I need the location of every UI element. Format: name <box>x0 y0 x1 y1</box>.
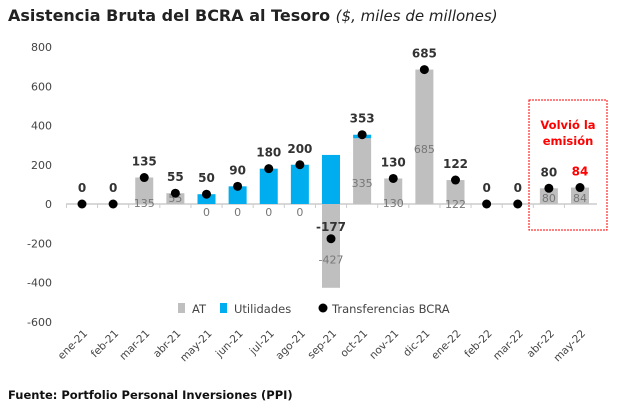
transferencia-dot <box>575 183 585 193</box>
bar-at <box>384 178 403 204</box>
bar-utilidades <box>228 186 247 204</box>
transferencia-data-label: 0 <box>514 181 522 195</box>
x-tick-label: feb-22 <box>462 328 495 361</box>
bar-at <box>571 187 589 204</box>
transferencia-dot <box>264 164 274 174</box>
x-tick-label: jul-21 <box>247 328 277 358</box>
x-tick-label: ago-21 <box>273 328 308 363</box>
bar-at <box>539 188 558 204</box>
transferencia-data-label: 685 <box>412 47 437 61</box>
y-tick-label: -400 <box>27 277 52 290</box>
y-tick-label: 0 <box>45 198 52 211</box>
transferencia-dot <box>388 173 398 183</box>
bar-at <box>135 177 154 204</box>
transferencia-data-label: 180 <box>256 146 281 160</box>
y-tick-label: 800 <box>31 41 52 54</box>
at-data-label: 84 <box>573 192 587 205</box>
at-data-label: 122 <box>445 198 466 211</box>
transferencia-dot <box>233 181 243 191</box>
transferencia-data-label: 84 <box>572 165 589 179</box>
y-tick-label: -600 <box>27 316 52 329</box>
bar-at <box>353 138 372 204</box>
at-data-label: 0 <box>203 206 210 219</box>
at-data-label: 335 <box>352 177 373 190</box>
chart-title: Asistencia Bruta del BCRA al Tesoro ($, … <box>8 6 498 25</box>
at-data-label: 685 <box>414 143 435 156</box>
transferencia-dot <box>544 183 554 193</box>
bar-utilidades <box>322 154 340 204</box>
bar-utilidades <box>259 168 278 204</box>
transferencia-data-label: 0 <box>109 181 117 195</box>
transferencia-data-label: 122 <box>443 157 468 171</box>
legend-label: Utilidades <box>234 302 291 316</box>
x-tick-label: mar-21 <box>117 328 152 363</box>
transferencia-dot <box>295 160 305 170</box>
transferencia-dot <box>202 189 211 199</box>
transferencia-data-label: 200 <box>287 142 312 156</box>
y-tick-label: 400 <box>31 120 52 133</box>
at-data-label: 0 <box>296 206 303 219</box>
annotation-text: Volvió la <box>540 118 595 132</box>
at-data-label: 0 <box>265 206 272 219</box>
transferencia-dot <box>451 175 460 185</box>
bar-at <box>166 193 185 204</box>
bar-utilidades <box>290 164 309 204</box>
x-tick-label: dic-21 <box>401 328 432 359</box>
y-tick-label: 600 <box>31 80 52 93</box>
x-tick-label: jun-21 <box>213 328 246 361</box>
x-tick-label: mar-22 <box>491 328 526 363</box>
transferencia-data-label: 130 <box>381 155 406 169</box>
x-tick-label: may-22 <box>551 328 588 365</box>
at-data-label: 130 <box>383 197 404 210</box>
bar-at <box>446 180 465 204</box>
transferencia-data-label: 0 <box>482 181 490 195</box>
at-data-label: 135 <box>134 197 155 210</box>
legend-marker <box>220 303 227 313</box>
x-tick-label: ene-21 <box>56 328 90 362</box>
y-tick-label: -200 <box>27 237 52 250</box>
x-tick-label: oct-21 <box>338 328 370 360</box>
transferencia-dot <box>77 199 87 209</box>
transferencia-dot <box>482 199 492 209</box>
transferencia-dot <box>139 173 149 183</box>
transferencia-data-label: 353 <box>350 112 375 126</box>
transferencia-data-label: 80 <box>541 165 558 179</box>
at-data-label: 0 <box>234 206 241 219</box>
bar-utilidades <box>197 194 216 204</box>
bar-at <box>415 69 434 204</box>
legend-label: AT <box>192 302 207 316</box>
at-data-label: 80 <box>542 192 556 205</box>
transferencia-data-label: 90 <box>229 163 246 177</box>
x-tick-label: nov-21 <box>367 328 401 362</box>
transferencia-data-label: 0 <box>78 181 86 195</box>
transferencia-dot <box>513 199 523 209</box>
transferencia-data-label: 135 <box>132 155 157 169</box>
transferencia-dot <box>170 188 180 198</box>
at-data-label: -427 <box>319 253 344 266</box>
y-tick-label: 200 <box>31 159 52 172</box>
x-tick-label: may-21 <box>178 328 215 365</box>
transferencia-dot <box>326 234 336 244</box>
x-tick-label: ene-22 <box>429 328 463 362</box>
title-text: Asistencia Bruta del BCRA al Tesoro <box>8 6 331 25</box>
bar-at <box>322 204 340 288</box>
subtitle-text: ($, miles de millones) <box>335 7 498 25</box>
x-tick-label: feb-21 <box>89 328 122 361</box>
transferencia-dot <box>419 65 429 75</box>
legend-label: Transferencias BCRA <box>331 302 450 316</box>
transferencia-data-label: 55 <box>167 170 184 184</box>
legend-marker <box>318 303 328 313</box>
legend-marker <box>178 303 185 313</box>
transferencia-dot <box>108 199 118 209</box>
annotation-text: emisión <box>543 134 594 148</box>
transferencia-data-label: 50 <box>198 171 215 185</box>
x-tick-label: sep-21 <box>305 328 339 362</box>
annotation-box <box>528 99 608 231</box>
transferencia-data-label: -177 <box>316 220 346 234</box>
source-footer: Fuente: Portfolio Personal Inversiones (… <box>8 388 293 402</box>
transferencia-dot <box>357 130 367 140</box>
